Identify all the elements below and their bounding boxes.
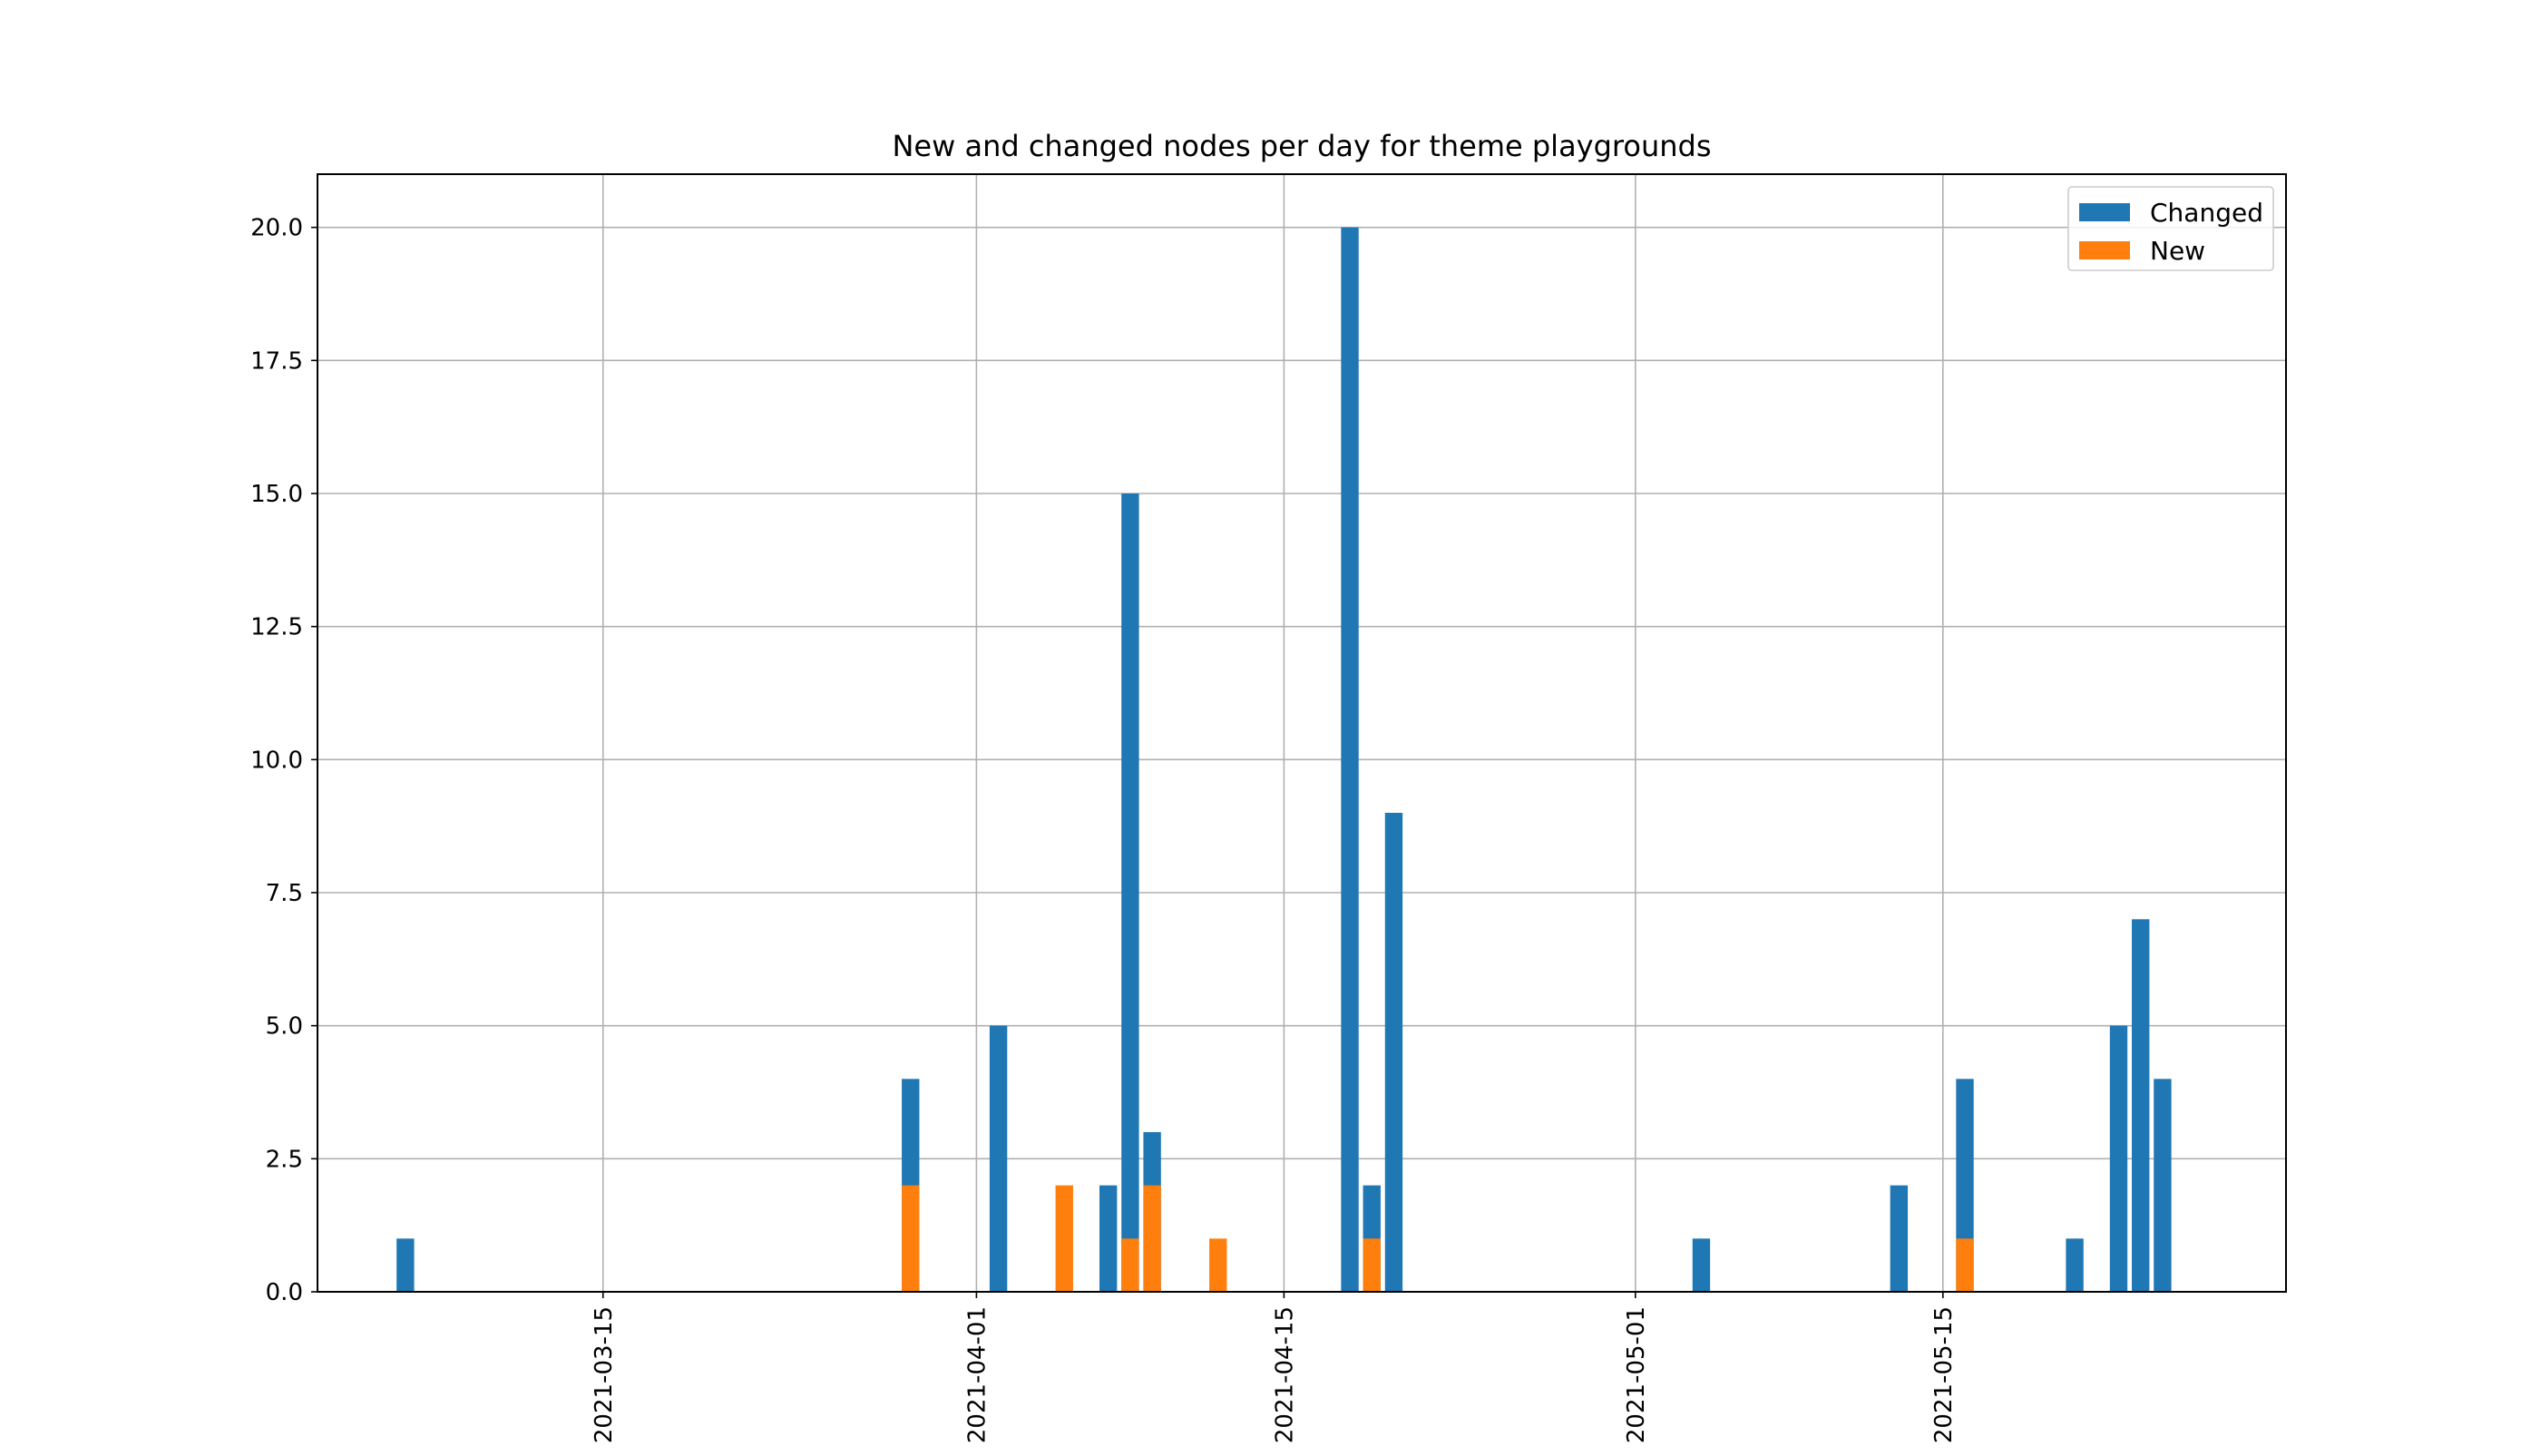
bar-changed xyxy=(1692,1238,1711,1292)
y-tick-label: 10.0 xyxy=(250,747,303,774)
axis-layer: 0.0 2.5 5.0 7.5 10.0 12.5 15.0 17.5 20.0 2021-03-… xyxy=(250,215,1958,1443)
y-tick-label: 5.0 xyxy=(266,1013,303,1041)
bar-new xyxy=(902,1185,920,1292)
bar-changed xyxy=(396,1238,415,1292)
bar-changed xyxy=(2154,1079,2172,1292)
bar-new xyxy=(1209,1238,1227,1292)
y-tick-label: 12.5 xyxy=(250,614,303,641)
y-tick-label: 0.0 xyxy=(266,1279,303,1306)
x-tick-label: 2021-05-15 xyxy=(1930,1306,1958,1443)
bar-new xyxy=(1363,1238,1381,1292)
x-tick-label: 2021-04-15 xyxy=(1271,1306,1298,1443)
plot-frame xyxy=(317,173,2287,1293)
y-tick-label: 20.0 xyxy=(250,215,303,242)
bar-new xyxy=(1055,1185,1073,1292)
bar-changed xyxy=(1890,1185,1909,1292)
x-tick-label: 2021-05-01 xyxy=(1623,1306,1650,1443)
bar-changed xyxy=(2132,919,2150,1292)
bar-changed xyxy=(1121,493,1139,1292)
bar-new xyxy=(1956,1238,1974,1292)
legend-swatch xyxy=(2079,241,2130,259)
y-tick-label: 7.5 xyxy=(266,880,303,907)
bar-changed xyxy=(1099,1185,1118,1292)
y-tick-label: 15.0 xyxy=(250,481,303,508)
bar-changed xyxy=(989,1025,1008,1292)
legend-swatch xyxy=(2079,203,2130,221)
y-tick-label: 2.5 xyxy=(266,1146,303,1173)
x-tick-label: 2021-03-15 xyxy=(591,1306,618,1443)
x-tick-label: 2021-04-01 xyxy=(963,1306,991,1443)
bar-changed xyxy=(1384,813,1403,1292)
bar-changed xyxy=(1341,227,1359,1293)
plot-area xyxy=(318,174,2286,1292)
grid-lines xyxy=(318,174,2286,1293)
legend: Changed New xyxy=(2067,186,2274,271)
bar-new xyxy=(1143,1185,1161,1292)
bar-new xyxy=(1121,1238,1139,1292)
y-tick-label: 17.5 xyxy=(250,347,303,375)
bar-changed xyxy=(2109,1025,2128,1292)
chart-title: New and changed nodes per day for theme … xyxy=(892,129,1711,163)
bar-layer xyxy=(396,227,2172,1293)
bar-changed xyxy=(2066,1238,2084,1292)
legend-label: New xyxy=(2150,236,2205,266)
legend-label: Changed xyxy=(2150,198,2263,228)
